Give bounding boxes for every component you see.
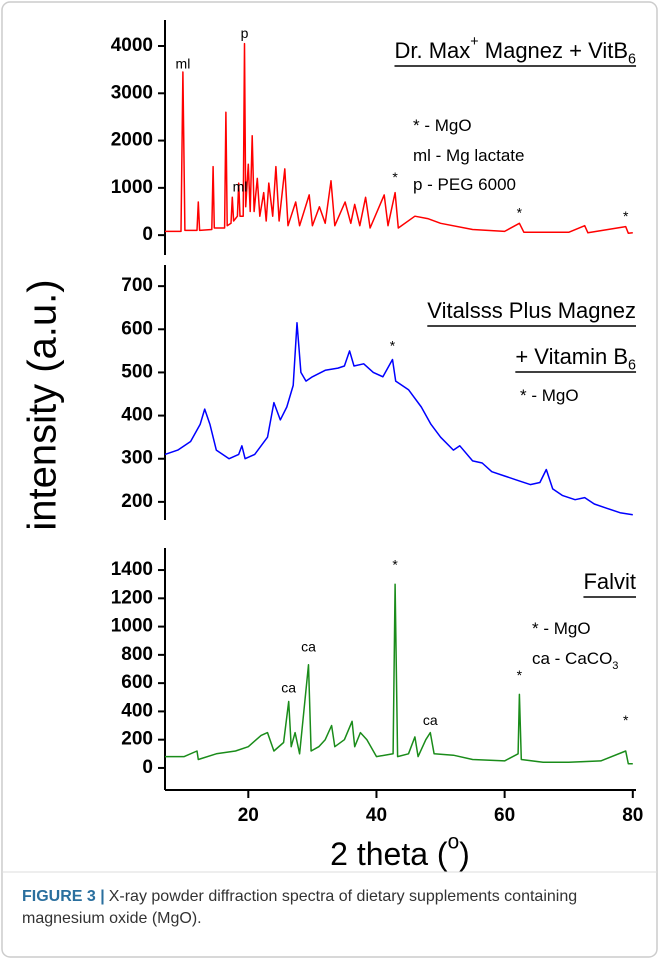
legend-entry: * - MgO <box>532 619 591 638</box>
x-tick-label: 80 <box>622 805 643 826</box>
legend-entry: ca - CaCO3 <box>532 649 618 671</box>
x-tick-label: 60 <box>494 805 515 826</box>
y-tick-label: 1000 <box>111 177 153 198</box>
spectrum-line <box>165 42 633 234</box>
peak-label: ca <box>301 638 316 654</box>
y-tick-label: 600 <box>121 318 153 339</box>
peak-label: ml <box>176 56 191 72</box>
peak-label: ca <box>423 712 438 728</box>
text-part: 2 theta ( <box>330 836 448 872</box>
y-axis-label: intensity (a.u.) <box>21 279 65 530</box>
legend-entry: * - MgO <box>413 116 472 135</box>
x-tick-label: 40 <box>366 805 387 826</box>
spectrum-line <box>165 583 633 765</box>
text-part: * - MgO <box>520 386 579 405</box>
y-tick-label: 200 <box>121 491 153 512</box>
peak-label: * <box>623 208 629 224</box>
text-part: * - MgO <box>413 116 472 135</box>
y-tick-label: 1000 <box>111 616 153 637</box>
peak-label: * <box>390 337 396 353</box>
peak-label: * <box>623 712 629 728</box>
y-tick-label: 1200 <box>111 587 153 608</box>
text-part: ) <box>459 836 470 872</box>
x-axis-label: 2 theta (o) <box>330 830 470 872</box>
peak-label: * <box>392 557 398 573</box>
peak-label: p <box>241 25 249 41</box>
panel-title: Falvit <box>583 569 636 594</box>
peak-label: ml <box>233 179 248 195</box>
y-tick-label: 800 <box>121 644 153 665</box>
text-part: + Vitamin B <box>515 344 628 369</box>
text-part: Vitalsss Plus Magnez <box>427 298 636 323</box>
y-tick-label: 1400 <box>111 559 153 580</box>
text-part: 6 <box>628 357 636 373</box>
text-part: * - MgO <box>532 619 591 638</box>
text-part: 6 <box>628 51 636 67</box>
panel-title: + Vitamin B6 <box>515 344 636 374</box>
peak-label: ca <box>281 679 296 695</box>
y-tick-label: 200 <box>121 729 153 750</box>
legend-entry: p - PEG 6000 <box>413 175 516 194</box>
peak-label: * <box>392 169 398 185</box>
text-part: Magnez + VitB <box>479 38 628 63</box>
text-part: Falvit <box>583 569 636 594</box>
text-part: Dr. Max <box>394 38 470 63</box>
text-part: 3 <box>612 660 618 672</box>
y-tick-label: 3000 <box>111 82 153 103</box>
x-tick-label: 20 <box>238 805 259 826</box>
panel-title: Dr. Max+ Magnez + VitB6 <box>394 34 636 68</box>
spectrum-line <box>164 322 633 516</box>
text-part: p - PEG 6000 <box>413 175 516 194</box>
y-tick-label: 0 <box>142 757 153 778</box>
peak-label: * <box>517 667 523 683</box>
legend-entry: ml - Mg lactate <box>413 146 524 165</box>
text-part: ml - Mg lactate <box>413 146 524 165</box>
peak-label: * <box>517 205 523 221</box>
caption-text: X-ray powder diffraction spectra of diet… <box>22 888 578 927</box>
y-tick-label: 300 <box>121 448 153 469</box>
y-tick-label: 400 <box>121 700 153 721</box>
y-tick-label: 500 <box>121 361 153 382</box>
y-tick-label: 600 <box>121 672 153 693</box>
y-tick-label: 0 <box>142 224 153 245</box>
panel-title: Vitalsss Plus Magnez <box>427 298 636 323</box>
text-part: o <box>448 830 460 853</box>
y-tick-label: 700 <box>121 275 153 296</box>
caption-label: FIGURE 3 | <box>22 888 105 905</box>
caption: FIGURE 3 | X-ray powder diffraction spect… <box>22 886 622 930</box>
y-tick-label: 2000 <box>111 130 153 151</box>
text-part: ca - CaCO <box>532 649 612 668</box>
y-tick-label: 4000 <box>111 35 153 56</box>
y-tick-label: 400 <box>121 405 153 426</box>
text-part: + <box>470 34 478 50</box>
legend-entry: * - MgO <box>520 386 579 405</box>
